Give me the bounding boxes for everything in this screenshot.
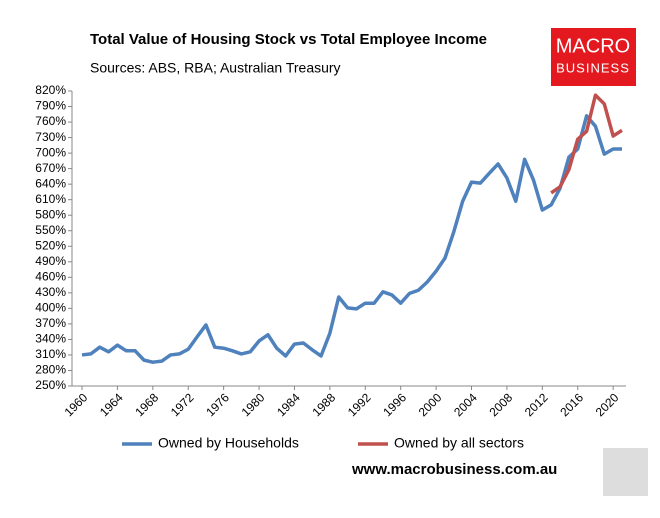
x-tick-label: 1968 [132, 390, 161, 419]
x-tick-label: 2000 [416, 390, 445, 419]
legend-label: Owned by Households [158, 435, 299, 451]
x-tick-label: 2004 [451, 390, 480, 419]
series-line [81, 114, 622, 364]
chart-subtitle: Sources: ABS, RBA; Australian Treasury [90, 60, 341, 76]
legend-label: Owned by all sectors [394, 435, 524, 451]
y-tick-label: 700% [35, 145, 66, 159]
y-tick-label: 430% [35, 285, 66, 299]
chart-title: Total Value of Housing Stock vs Total Em… [90, 31, 487, 48]
x-tick-label: 1960 [62, 390, 91, 419]
x-tick-label: 1992 [345, 390, 374, 419]
y-tick-label: 250% [35, 378, 66, 392]
x-tick-label: 1996 [380, 390, 409, 419]
y-tick-label: 310% [35, 347, 66, 361]
x-tick-label: 2016 [557, 390, 586, 419]
y-tick-label: 820% [35, 83, 66, 97]
x-tick-label: 2020 [593, 390, 622, 419]
logo-text: BUSINESS [556, 60, 630, 75]
x-tick-label: 1980 [239, 390, 268, 419]
logo-text: MACRO [556, 35, 630, 57]
x-tick-label: 1984 [274, 390, 303, 419]
y-tick-label: 760% [35, 114, 66, 128]
x-tick-label: 2008 [487, 390, 516, 419]
x-tick-label: 1964 [97, 390, 126, 419]
y-tick-label: 580% [35, 207, 66, 221]
y-tick-label: 610% [35, 192, 66, 206]
y-tick-label: 550% [35, 223, 66, 237]
y-tick-label: 460% [35, 269, 66, 283]
source-url: www.macrobusiness.com.au [351, 461, 557, 478]
y-tick-label: 490% [35, 254, 66, 268]
x-tick-label: 1972 [168, 390, 197, 419]
y-tick-label: 730% [35, 130, 66, 144]
y-tick-label: 370% [35, 316, 66, 330]
x-tick-label: 1988 [309, 390, 338, 419]
y-tick-label: 400% [35, 301, 66, 315]
logo-image [603, 448, 648, 496]
y-tick-label: 640% [35, 176, 66, 190]
y-tick-label: 790% [35, 99, 66, 113]
x-tick-label: 2012 [522, 390, 551, 419]
series-line [550, 93, 623, 195]
logo-box [551, 28, 636, 86]
y-tick-label: 280% [35, 363, 66, 377]
y-tick-label: 340% [35, 332, 66, 346]
x-tick-label: 1976 [203, 390, 232, 419]
y-tick-label: 520% [35, 238, 66, 252]
y-tick-label: 670% [35, 161, 66, 175]
